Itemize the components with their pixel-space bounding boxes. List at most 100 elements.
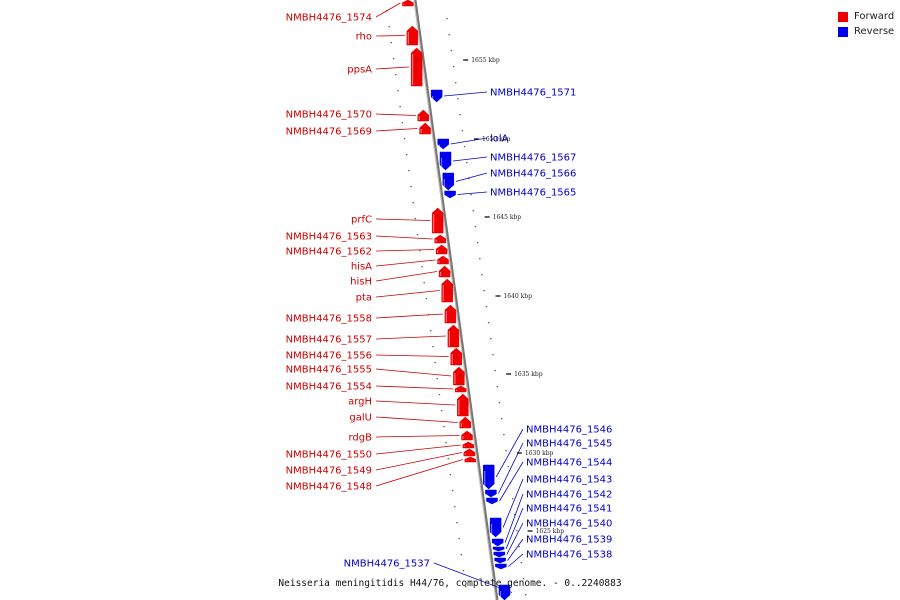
forward-gene-arrow[interactable] xyxy=(447,324,460,348)
forward-gene-arrow[interactable] xyxy=(434,234,446,244)
forward-gene-label[interactable]: NMBH4476_1563 xyxy=(286,232,372,243)
forward-gene-label[interactable]: NMBH4476_1569 xyxy=(286,127,372,138)
grid-dot xyxy=(511,498,514,500)
reverse-gene-arrow[interactable] xyxy=(437,138,449,150)
forward-label-leader xyxy=(375,452,462,471)
kbp-tick-label: 1625 kbp xyxy=(536,528,565,535)
grid-dot xyxy=(468,178,470,180)
grid-dot xyxy=(397,90,399,92)
reverse-gene-arrow[interactable] xyxy=(495,563,507,570)
forward-gene-label[interactable]: hisH xyxy=(350,277,372,288)
reverse-gene-arrow[interactable] xyxy=(439,151,452,171)
grid-dot xyxy=(492,354,494,356)
forward-gene-arrow[interactable] xyxy=(462,441,475,449)
forward-gene-arrow[interactable] xyxy=(438,265,451,278)
forward-label-leader xyxy=(375,2,401,18)
forward-label-leader xyxy=(375,66,410,70)
forward-gene-arrow[interactable] xyxy=(444,304,457,324)
forward-gene-arrow[interactable] xyxy=(437,255,449,265)
forward-gene-arrow[interactable] xyxy=(454,385,467,393)
reverse-gene-arrow[interactable] xyxy=(492,546,505,552)
reverse-gene-label[interactable]: NMBH4476_1539 xyxy=(526,535,612,546)
forward-gene-arrow[interactable] xyxy=(461,430,473,441)
reverse-gene-label[interactable]: NMBH4476_1538 xyxy=(526,550,612,561)
forward-gene-label[interactable]: NMBH4476_1555 xyxy=(286,365,372,376)
forward-label-leader xyxy=(375,259,436,267)
grid-dot xyxy=(472,210,474,212)
reverse-label-leader xyxy=(452,156,488,162)
reverse-label-leader xyxy=(505,507,524,550)
grid-dot xyxy=(498,402,501,404)
reverse-gene-arrow[interactable] xyxy=(482,464,495,490)
reverse-label-leader xyxy=(457,191,488,195)
reverse-gene-label[interactable]: NMBH4476_1542 xyxy=(526,490,612,501)
map-caption: Neisseria meningitidis H44/76, complete … xyxy=(278,578,622,589)
reverse-gene-label[interactable]: NMBH4476_1565 xyxy=(490,188,576,199)
reverse-gene-arrow[interactable] xyxy=(442,172,455,191)
reverse-gene-label[interactable]: NMBH4476_1541 xyxy=(526,504,612,515)
reverse-gene-arrow[interactable] xyxy=(489,517,502,538)
grid-dot xyxy=(395,74,397,76)
forward-gene-label[interactable]: NMBH4476_1556 xyxy=(286,351,372,362)
reverse-gene-arrow[interactable] xyxy=(494,557,506,564)
forward-gene-arrow[interactable] xyxy=(410,47,423,87)
grid-dot xyxy=(460,554,463,556)
reverse-gene-label[interactable]: NMBH4476_1537 xyxy=(344,559,430,570)
forward-gene-arrow[interactable] xyxy=(459,416,471,429)
reverse-gene-arrow[interactable] xyxy=(444,190,456,199)
forward-label-leader xyxy=(375,235,433,240)
reverse-label-leader xyxy=(450,137,488,145)
forward-gene-label[interactable]: NMBH4476_1549 xyxy=(286,466,372,477)
reverse-gene-arrow[interactable] xyxy=(485,489,497,498)
grid-dot xyxy=(423,282,425,284)
forward-gene-arrow[interactable] xyxy=(402,0,414,7)
reverse-gene-label[interactable]: NMBH4476_1546 xyxy=(526,425,612,436)
reverse-gene-label[interactable]: NMBH4476_1540 xyxy=(526,519,612,530)
forward-label-leader xyxy=(375,113,416,116)
forward-gene-arrow[interactable] xyxy=(417,109,430,122)
forward-gene-label[interactable]: ppsA xyxy=(347,65,372,76)
forward-gene-label[interactable]: pta xyxy=(356,293,372,304)
reverse-gene-label[interactable]: NMBH4476_1545 xyxy=(526,439,612,450)
reverse-gene-label[interactable]: NMBH4476_1543 xyxy=(526,475,612,486)
forward-gene-label[interactable]: NMBH4476_1574 xyxy=(286,13,372,24)
reverse-gene-arrow[interactable] xyxy=(486,497,498,505)
reverse-gene-arrow[interactable] xyxy=(493,551,506,558)
grid-dot xyxy=(448,34,450,36)
forward-gene-label[interactable]: NMBH4476_1550 xyxy=(286,450,372,461)
forward-gene-label[interactable]: rdgB xyxy=(349,433,373,444)
forward-gene-label[interactable]: argH xyxy=(348,397,372,408)
forward-gene-label[interactable]: NMBH4476_1562 xyxy=(286,247,372,258)
forward-gene-label[interactable]: hisA xyxy=(351,262,372,273)
reverse-gene-label[interactable]: NMBH4476_1544 xyxy=(526,458,612,469)
forward-gene-arrow[interactable] xyxy=(431,207,444,234)
forward-gene-label[interactable]: NMBH4476_1548 xyxy=(286,482,372,493)
reverse-gene-label[interactable]: lolA xyxy=(490,134,509,145)
reverse-gene-arrow[interactable] xyxy=(491,538,504,547)
forward-gene-label[interactable]: NMBH4476_1558 xyxy=(286,314,372,325)
forward-gene-arrow[interactable] xyxy=(453,366,465,386)
forward-gene-arrow[interactable] xyxy=(419,122,431,135)
forward-gene-arrow[interactable] xyxy=(463,448,476,457)
grid-dot xyxy=(443,426,445,428)
forward-gene-label[interactable]: galU xyxy=(349,413,372,424)
forward-gene-arrow[interactable] xyxy=(441,278,453,303)
reverse-gene-arrow[interactable] xyxy=(430,89,443,103)
reverse-gene-label[interactable]: NMBH4476_1566 xyxy=(490,169,576,180)
reverse-gene-label[interactable]: NMBH4476_1567 xyxy=(490,153,576,164)
forward-gene-arrow[interactable] xyxy=(464,456,477,463)
grid-dot xyxy=(479,258,481,260)
forward-gene-label[interactable]: prfC xyxy=(351,215,372,226)
forward-gene-arrow[interactable] xyxy=(406,25,419,46)
forward-gene-label[interactable]: rho xyxy=(356,32,372,43)
grid-dot xyxy=(436,378,438,380)
forward-gene-arrow[interactable] xyxy=(450,347,462,366)
forward-gene-label[interactable]: NMBH4476_1554 xyxy=(286,382,372,393)
forward-gene-label[interactable]: NMBH4476_1570 xyxy=(286,110,372,121)
reverse-gene-label[interactable]: NMBH4476_1571 xyxy=(490,88,576,99)
forward-gene-arrow[interactable] xyxy=(457,393,469,417)
forward-gene-label[interactable]: NMBH4476_1557 xyxy=(286,335,372,346)
forward-gene-arrow[interactable] xyxy=(435,244,448,255)
